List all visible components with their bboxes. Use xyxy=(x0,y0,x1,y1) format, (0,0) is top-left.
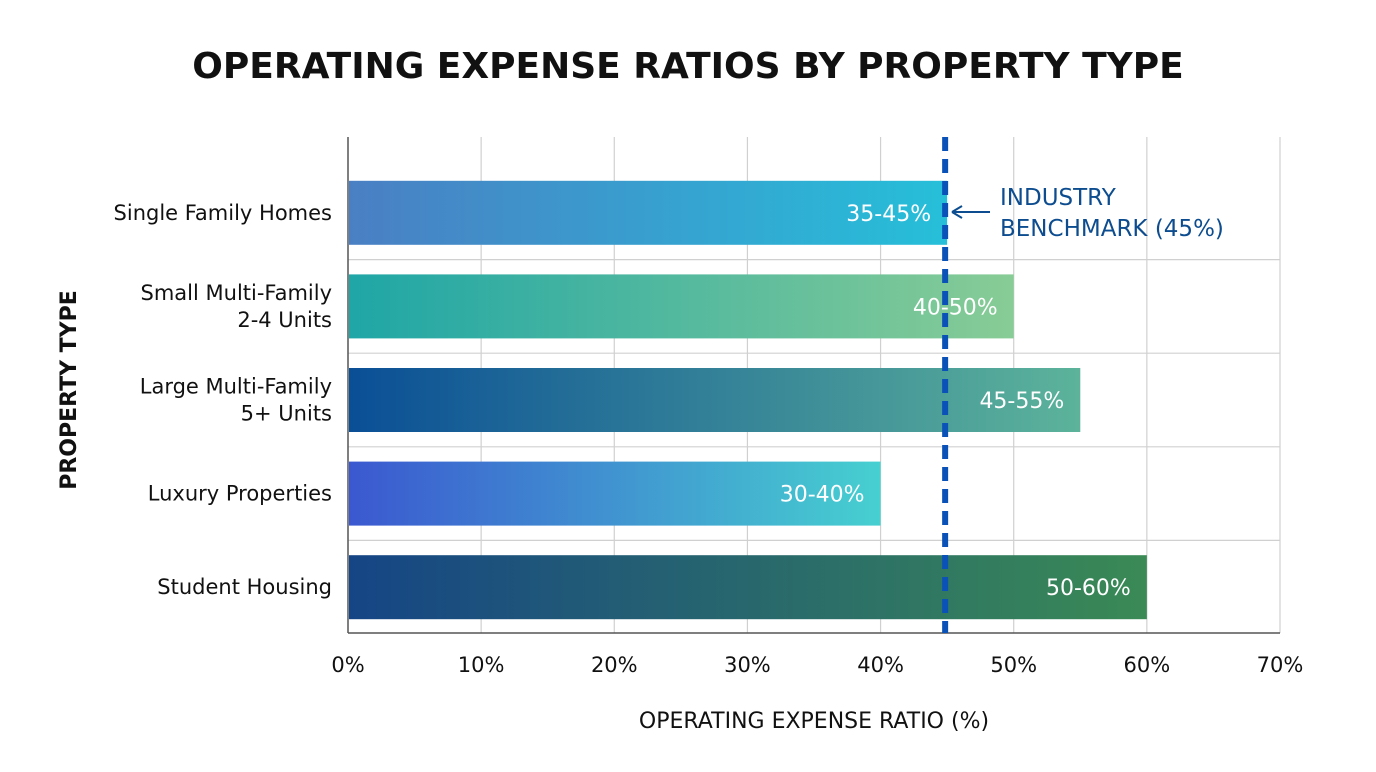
x-tick-label: 50% xyxy=(990,653,1037,677)
category-label: 5+ Units xyxy=(241,402,332,426)
benchmark-label: INDUSTRY xyxy=(1000,185,1117,211)
data-label: 30-40% xyxy=(780,483,865,508)
data-label: 35-45% xyxy=(846,202,931,227)
bar xyxy=(349,274,1014,339)
x-tick-label: 30% xyxy=(724,653,771,677)
x-tick-label: 0% xyxy=(331,653,364,677)
bar xyxy=(349,555,1147,620)
bar xyxy=(349,461,881,526)
category-label: Luxury Properties xyxy=(148,482,332,506)
axes: 0% 10% 20% 30% 40% 50% 60% 70% Single Family Hom… xyxy=(114,137,1304,677)
y-axis-label: PROPERTY TYPE xyxy=(57,290,82,490)
category-label: Large Multi-Family xyxy=(140,375,332,399)
benchmark: INDUSTRY BENCHMARK (45%) xyxy=(942,137,1224,633)
x-tick-label: 40% xyxy=(857,653,904,677)
benchmark-label: BENCHMARK (45%) xyxy=(1000,216,1224,242)
category-label: 2-4 Units xyxy=(237,308,332,332)
x-axis-label: OPERATING EXPENSE RATIO (%) xyxy=(639,709,989,734)
bars: 35-45% 40-50% 45-55% 30-40% 50-60% xyxy=(349,180,1147,620)
bar xyxy=(349,368,1081,432)
category-label: Small Multi-Family xyxy=(141,281,332,305)
data-label: 45-55% xyxy=(979,389,1064,414)
arrow-head-icon xyxy=(951,205,963,219)
x-tick-label: 20% xyxy=(591,653,638,677)
x-tick-label: 70% xyxy=(1257,653,1304,677)
bar xyxy=(349,180,948,245)
data-label: 40-50% xyxy=(913,295,998,320)
chart-title: OPERATING EXPENSE RATIOS BY PROPERTY TYP… xyxy=(192,46,1183,87)
x-tick-label: 10% xyxy=(458,653,505,677)
data-label: 50-60% xyxy=(1046,576,1131,601)
category-label: Single Family Homes xyxy=(114,201,332,225)
x-tick-label: 60% xyxy=(1124,653,1171,677)
category-label: Student Housing xyxy=(157,575,332,599)
